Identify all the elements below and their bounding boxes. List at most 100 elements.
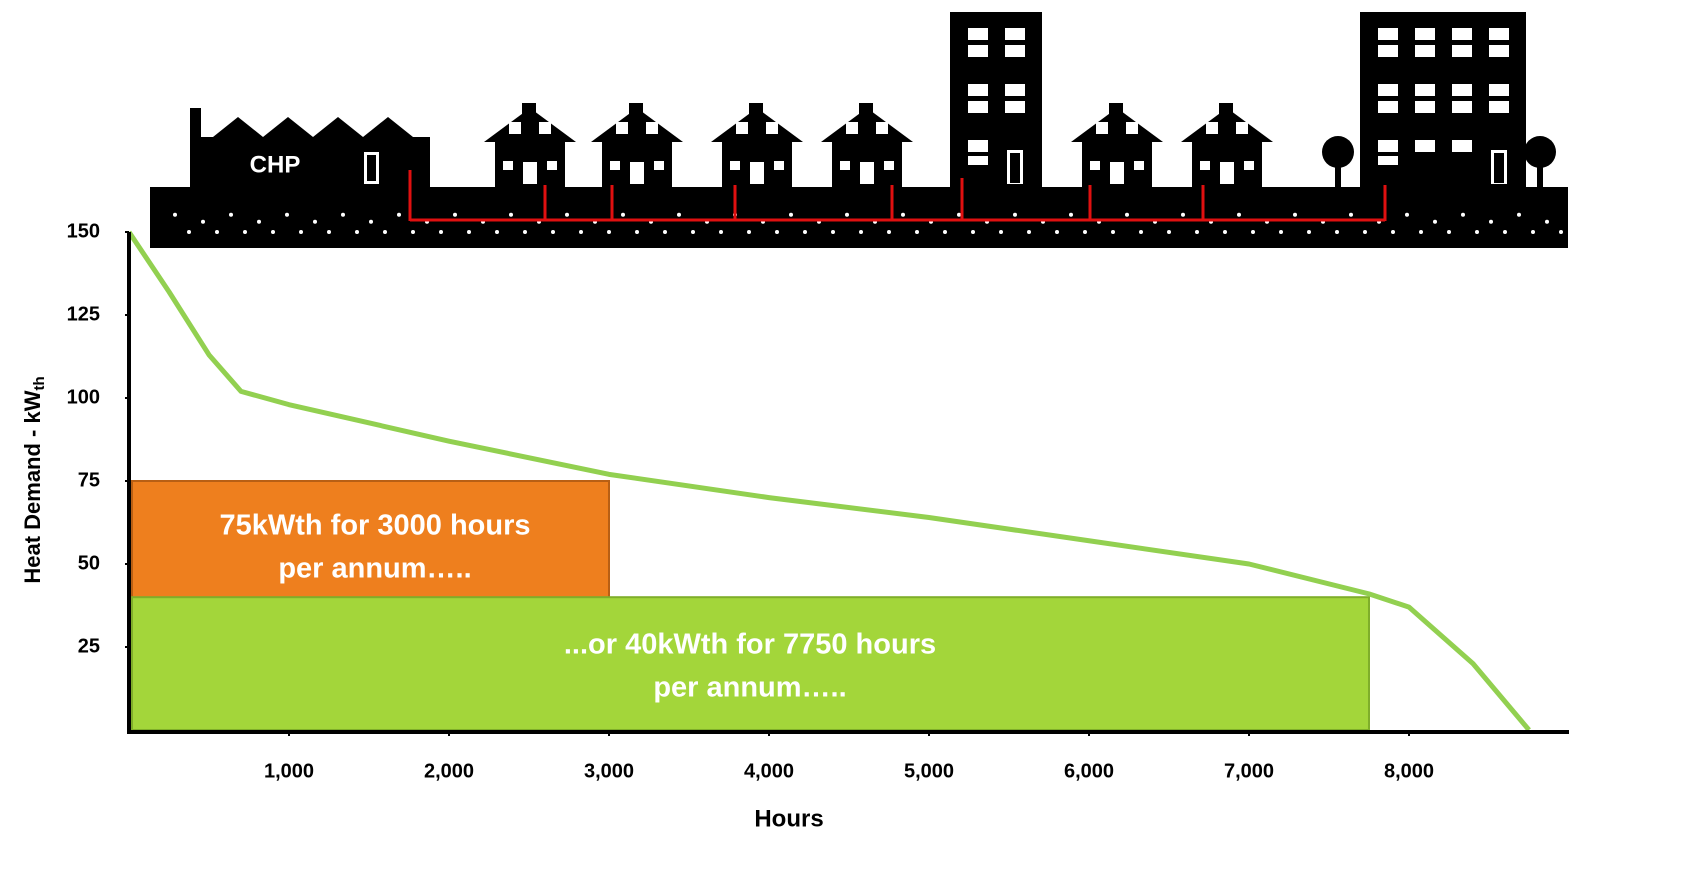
ground-dot [411,230,415,234]
ground-dot [1181,212,1185,217]
house-roof [821,108,913,142]
house-door [523,162,537,184]
ground-dot [495,230,499,234]
tree-trunk [1335,160,1341,188]
ground-dot [355,230,359,234]
annotation-text: ...or 40kWth for 7750 hours [564,629,936,661]
x-tick-label: 2,000 [424,760,474,782]
y-tick-label: 100 [67,386,100,408]
ground-dot [1419,230,1423,234]
house-window [840,161,850,170]
ground-dot [173,212,177,217]
house-window [1206,122,1218,134]
demand-line [126,230,1531,732]
tower-window [1489,28,1509,40]
tower-window [1489,101,1509,113]
x-tick-label: 1,000 [264,760,314,782]
house-door [1110,162,1124,184]
tree [1524,136,1556,168]
ground-dot [299,230,303,234]
ground-dot [215,230,219,234]
ground-dot [803,230,807,234]
ground-dot [369,219,373,224]
factory-door-inner [367,155,376,181]
house-window [1134,161,1144,170]
ground-dot [901,212,905,217]
tower-window [1452,45,1472,57]
ground-dot [607,230,611,234]
ground-dot [565,212,569,217]
ground-dot [887,230,891,234]
tower-window [1489,45,1509,57]
ground-dot [747,230,751,234]
house-window [884,161,894,170]
house-window [539,122,551,134]
ground-dot [313,219,317,224]
ground-dot [831,230,835,234]
tower [950,12,1042,188]
house-window [730,161,740,170]
house-roof [1181,108,1273,142]
tower-window [1378,101,1398,113]
tower-window [1489,84,1509,96]
ground-dot [1335,230,1339,234]
house-window [1090,161,1100,170]
tree [1322,136,1354,168]
ground-dot [1545,219,1549,224]
ground-dot [635,230,639,234]
house-window [654,161,664,170]
house-roof [1071,108,1163,142]
house-window [610,161,620,170]
ground-dot [1237,212,1241,217]
ground-dot [1279,230,1283,234]
ground-dot [523,230,527,234]
y-tick-label: 25 [78,635,100,657]
ground-dot [943,230,947,234]
ground-dot [1027,230,1031,234]
tower-window [1415,84,1435,96]
ground-dot [1475,230,1479,234]
ground-dot [229,212,233,217]
house-door [630,162,644,184]
house-window [503,161,513,170]
x-tick-label: 7,000 [1224,760,1274,782]
ground-dot [1055,230,1059,234]
tower-window [1005,45,1025,57]
ground-dot [1293,212,1297,217]
x-tick-label: 3,000 [584,760,634,782]
ground-dot [285,212,289,217]
ground-dot [439,230,443,234]
tower-window [968,28,988,40]
house-window [1200,161,1210,170]
ground-dot [1531,230,1535,234]
ground-dot [1405,212,1409,217]
ground-dot [691,230,695,234]
house-window [736,122,748,134]
ground-dot [719,230,723,234]
ground-dot [243,230,247,234]
x-tick-label: 5,000 [904,760,954,782]
y-axis-title-sub: th [31,376,48,390]
tower-window [1415,45,1435,57]
ground-dot [271,230,275,234]
tower-window [1005,84,1025,96]
y-axis-title: Heat Demand - kWth [20,376,48,583]
ground-dot [915,230,919,234]
ground-dot [1461,212,1465,217]
house-window [547,161,557,170]
house-roof [484,108,576,142]
ground-dot [663,230,667,234]
tower-window [1378,84,1398,96]
ground-dot [971,230,975,234]
tower-window [1415,101,1435,113]
tower-door-inner [1494,153,1504,183]
y-tick-label: 150 [67,220,100,242]
ground-dot [1083,230,1087,234]
skyline-illustration: CHP [150,12,1568,248]
house-window [1096,122,1108,134]
tower-window [1452,140,1472,152]
house-roof [711,108,803,142]
tower-window [1378,45,1398,57]
y-tick-label: 75 [78,469,100,491]
ground-dot [383,230,387,234]
